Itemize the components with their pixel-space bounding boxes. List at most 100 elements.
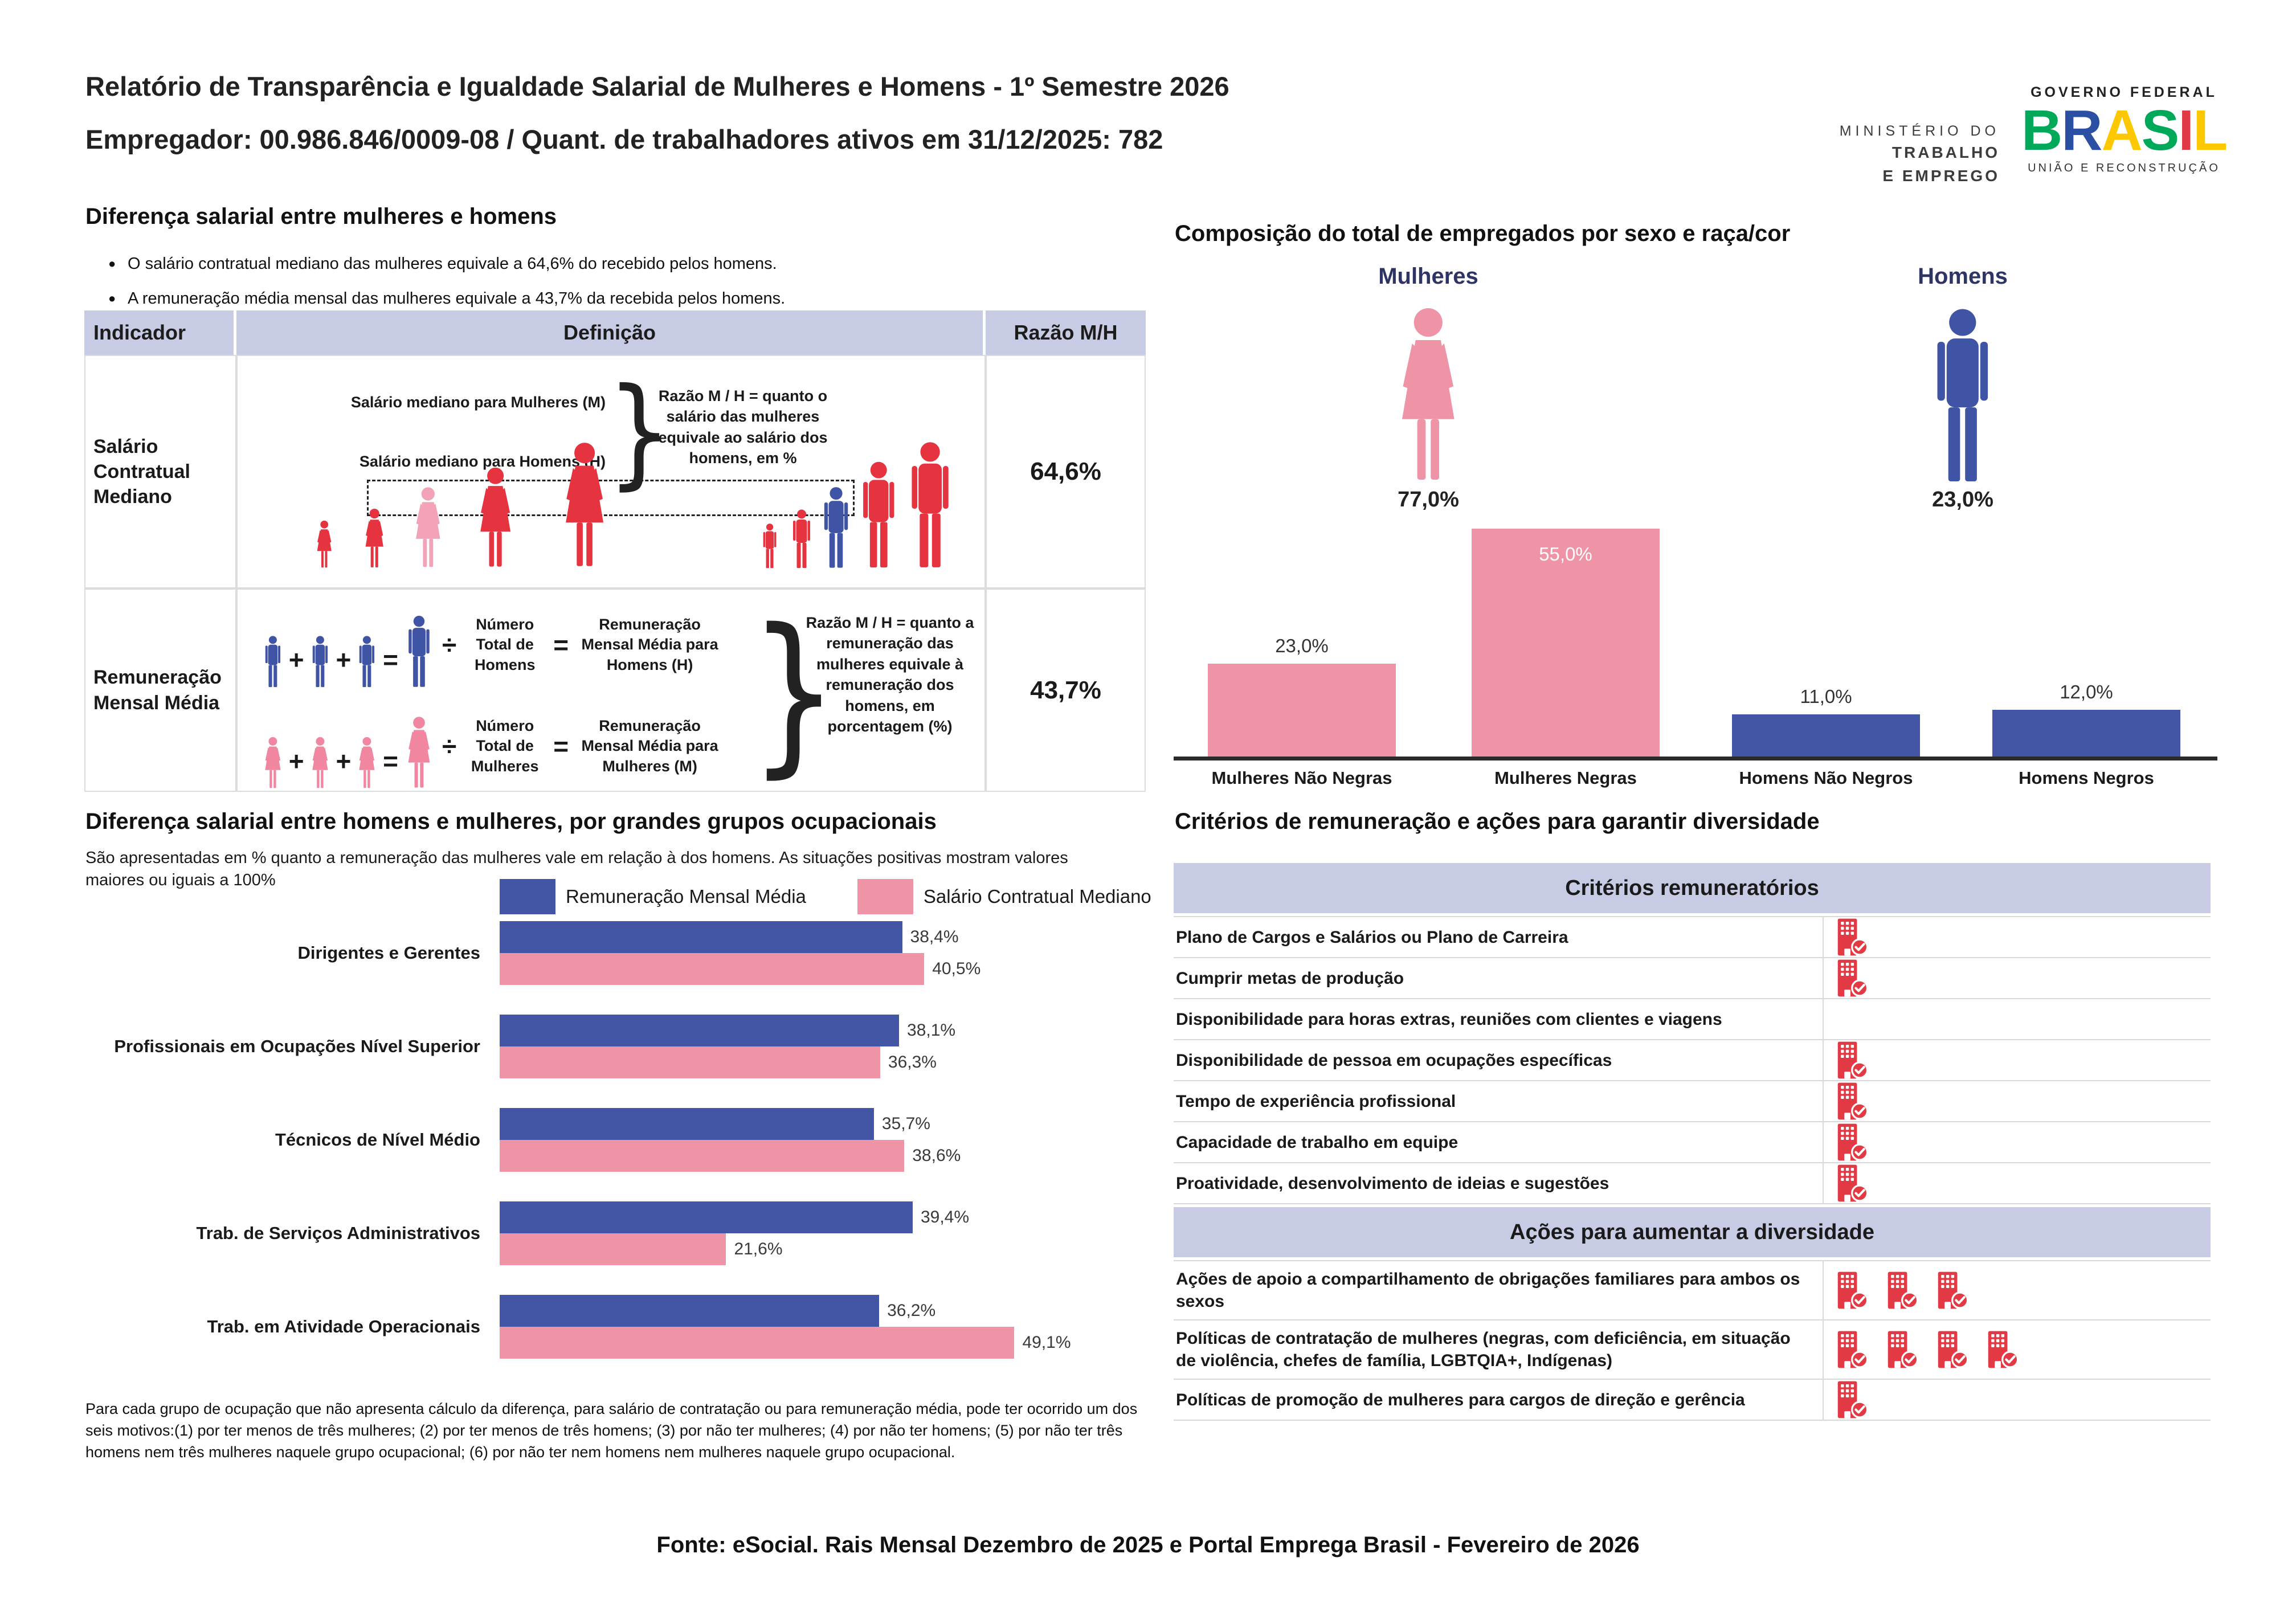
- occupational-bar-chart: Dirigentes e Gerentes 38,4% 40,5% Profis…: [85, 921, 1168, 1388]
- plus-sign: +: [336, 645, 352, 674]
- man-figure: [853, 460, 904, 569]
- women-result-label: Remuneração Mensal Média para Mulheres (…: [581, 717, 718, 775]
- indicator-name-mean-remuneration: Remuneração Mensal Média: [84, 588, 236, 792]
- criteria-row: Cumprir metas de produção: [1174, 958, 2211, 999]
- criteria-label: Cumprir metas de produção: [1176, 968, 1404, 988]
- building-check-icon: [1834, 1041, 1869, 1080]
- ministry-logo: MINISTÉRIO DO TRABALHO E EMPREGO: [1738, 121, 2000, 187]
- bar-value-label: 39,4%: [920, 1208, 970, 1226]
- occupation-label: Trab. em Atividade Operacionais: [207, 1316, 480, 1336]
- building-check-icon: [1984, 1330, 2020, 1369]
- bar-value-label: 12,0%: [2060, 681, 2113, 703]
- brand-letter: L: [2193, 99, 2228, 162]
- criteria-row: Políticas de contratação de mulheres (ne…: [1174, 1320, 2211, 1380]
- definition-median-salary: Salário mediano para Mulheres (M) Salári…: [236, 355, 986, 588]
- equals-sign: =: [383, 746, 399, 776]
- building-check-icon: [1884, 1330, 1919, 1369]
- woman-figure: [308, 737, 333, 789]
- building-check-icon: [1834, 918, 1869, 956]
- woman-figure: [360, 508, 389, 569]
- source-footer: Fonte: eSocial. Rais Mensal Dezembro de …: [656, 1532, 1640, 1557]
- criteria-icons: [1823, 1320, 2211, 1379]
- criteria-header-remuneratorios: Critérios remuneratórios: [1174, 863, 2211, 913]
- criteria-row: Capacidade de trabalho em equipe: [1174, 1122, 2211, 1163]
- woman-figure: [313, 520, 336, 569]
- indicator-table: Indicador Definição Razão M/H Salário Co…: [84, 310, 1146, 792]
- building-check-icon: [1934, 1330, 1970, 1369]
- bar-salario: [500, 1327, 1015, 1359]
- man-figure: [759, 523, 781, 569]
- criteria-table: Critérios remuneratórios Plano de Cargos…: [1174, 863, 2211, 1421]
- criteria-icons: [1823, 1040, 2211, 1080]
- composition-bar-chart: 23,0% 55,0% 11,0% 12,0% Mulheres Não Neg…: [1174, 505, 2222, 788]
- chart-legend: Remuneração Mensal Média Salário Contrat…: [500, 879, 1151, 914]
- criteria-label: Ações de apoio a compartilhamento de obr…: [1176, 1270, 1800, 1311]
- category-label: Mulheres Não Negras: [1211, 768, 1392, 788]
- bar-value-label: 11,0%: [1800, 685, 1852, 707]
- section-title-occupational: Diferença salarial entre homens e mulher…: [85, 809, 937, 834]
- man-icon: [1921, 306, 2005, 483]
- bar-salario: [500, 1140, 905, 1172]
- section-title-criteria: Critérios de remuneração e ações para ga…: [1175, 809, 1820, 834]
- occupational-subtitle: São apresentadas em % quanto a remuneraç…: [85, 849, 1068, 890]
- report-title: Relatório de Transparência e Igualdade S…: [85, 71, 1229, 101]
- brand-letter: R: [2061, 99, 2102, 162]
- criteria-row: Plano de Cargos e Salários ou Plano de C…: [1174, 916, 2211, 958]
- occupation-group: Técnicos de Nível Médio 35,7% 38,6%: [85, 1108, 1168, 1174]
- women-equation: + + = ÷ Número Total de Mulheres = Remun…: [260, 704, 725, 789]
- governo-federal-logo: GOVERNO FEDERAL BRASIL UNIÃO E RECONSTRU…: [2021, 84, 2228, 175]
- brand-letter: A: [2101, 99, 2142, 162]
- plus-sign: +: [336, 746, 352, 776]
- employer-line: Empregador: 00.986.846/0009-08 / Quant. …: [85, 124, 1163, 154]
- woman-figure: [354, 737, 379, 789]
- building-check-icon: [1834, 1123, 1869, 1162]
- criteria-row: Políticas de promoção de mulheres para c…: [1174, 1380, 2211, 1421]
- criteria-row: Tempo de experiência profissional: [1174, 1081, 2211, 1122]
- page-title: Relatório de Transparência e Igualdade S…: [85, 73, 1738, 153]
- bar-remuneracao: [500, 1201, 913, 1233]
- bar-remuneracao: [500, 921, 902, 953]
- occupation-label: Técnicos de Nível Médio: [275, 1129, 480, 1150]
- occupation-label: Dirigentes e Gerentes: [297, 942, 480, 963]
- category-label: Homens Negros: [2019, 768, 2154, 788]
- bar-remuneracao: [500, 1108, 874, 1140]
- occupation-group: Trab. de Serviços Administrativos 39,4% …: [85, 1201, 1168, 1268]
- bar-salario: [500, 1046, 880, 1078]
- brand-letter: B: [2021, 99, 2062, 162]
- indicator-name-median-salary: Salário Contratual Mediano: [84, 355, 236, 588]
- criteria-label: Políticas de contratação de mulheres (ne…: [1176, 1329, 1791, 1370]
- bar-mulheres-nao-negras: 23,0%: [1208, 635, 1396, 761]
- woman-figure-large: [402, 716, 436, 789]
- plus-sign: +: [288, 645, 304, 674]
- man-figure: [787, 509, 816, 569]
- bar-value-label: 49,1%: [1022, 1333, 1071, 1352]
- bullet-text: A remuneração média mensal das mulheres …: [128, 289, 786, 308]
- legend-label-mediano: Salário Contratual Mediano: [923, 886, 1151, 907]
- legend-label-media: Remuneração Mensal Média: [566, 886, 806, 907]
- ratio-mean-remuneration: 43,7%: [986, 588, 1146, 792]
- criteria-icons: [1823, 1380, 2211, 1420]
- gov-top-label: GOVERNO FEDERAL: [2031, 84, 2217, 100]
- occupation-label: Trab. de Serviços Administrativos: [196, 1223, 480, 1243]
- criteria-icons: [1823, 958, 2211, 998]
- bar-homens-nao-negros: 11,0%: [1732, 686, 1920, 761]
- category-label: Homens Não Negros: [1739, 768, 1913, 788]
- criteria-label: Proatividade, desenvolvimento de ideias …: [1176, 1174, 1609, 1193]
- building-check-icon: [1834, 1164, 1869, 1203]
- criteria-row: Disponibilidade para horas extras, reuni…: [1174, 999, 2211, 1040]
- occupation-group: Trab. em Atividade Operacionais 36,2% 49…: [85, 1295, 1168, 1361]
- bar-value-label: 23,0%: [1275, 635, 1329, 656]
- legend-swatch-blue: [500, 879, 555, 914]
- brand-letter: I: [2178, 99, 2194, 162]
- bullet-mean-remuneration: ● A remuneração média mensal das mulheres…: [108, 289, 1134, 308]
- plus-sign: +: [288, 746, 304, 776]
- building-check-icon: [1834, 1082, 1869, 1121]
- bar-value-label: 36,3%: [888, 1053, 937, 1072]
- man-figure-median: [816, 486, 856, 569]
- building-check-icon: [1884, 1271, 1919, 1310]
- bar-value-label: 55,0%: [1539, 543, 1592, 565]
- bar-value-label: 40,5%: [932, 959, 981, 978]
- criteria-icons: [1823, 1261, 2211, 1319]
- criteria-icons: [1823, 1122, 2211, 1162]
- criteria-row: Ações de apoio a compartilhamento de obr…: [1174, 1260, 2211, 1320]
